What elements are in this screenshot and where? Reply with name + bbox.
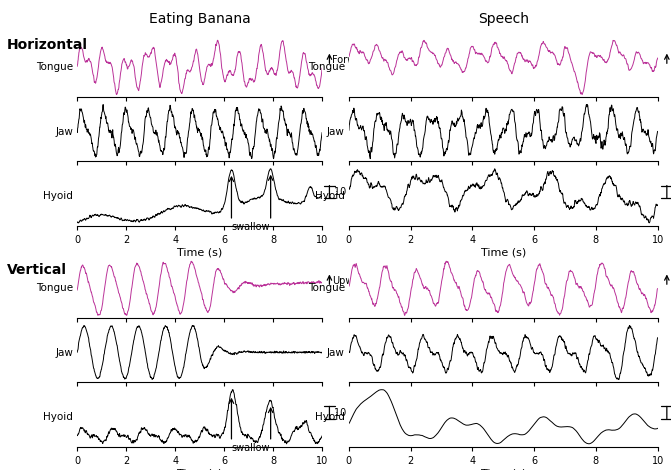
Y-axis label: Jaw: Jaw [55, 347, 73, 358]
X-axis label: Time (s): Time (s) [177, 247, 222, 258]
Y-axis label: Tongue: Tongue [36, 283, 73, 293]
Y-axis label: Tongue: Tongue [307, 63, 345, 72]
X-axis label: Time (s): Time (s) [177, 468, 222, 470]
Y-axis label: Jaw: Jaw [327, 126, 345, 137]
Text: Upward: Upward [332, 276, 369, 286]
Text: Speech: Speech [478, 12, 529, 26]
Text: Vertical: Vertical [7, 263, 66, 277]
Text: Forward: Forward [670, 55, 671, 65]
Y-axis label: Hyoid: Hyoid [43, 412, 73, 422]
Y-axis label: Jaw: Jaw [55, 126, 73, 137]
Text: 10 mm: 10 mm [334, 187, 368, 196]
Text: Eating Banana: Eating Banana [149, 12, 250, 26]
X-axis label: Time (s): Time (s) [480, 468, 526, 470]
Y-axis label: Hyoid: Hyoid [43, 191, 73, 201]
Text: Horizontal: Horizontal [7, 38, 88, 52]
Y-axis label: Tongue: Tongue [36, 63, 73, 72]
Y-axis label: Hyoid: Hyoid [315, 191, 345, 201]
Text: Forward: Forward [332, 55, 371, 65]
Text: 10 mm: 10 mm [334, 407, 368, 417]
Y-axis label: Tongue: Tongue [307, 283, 345, 293]
Text: swallow: swallow [231, 443, 270, 453]
Text: Upward: Upward [670, 276, 671, 286]
Y-axis label: Hyoid: Hyoid [315, 412, 345, 422]
Text: swallow: swallow [231, 222, 270, 232]
Y-axis label: Jaw: Jaw [327, 347, 345, 358]
X-axis label: Time (s): Time (s) [480, 247, 526, 258]
